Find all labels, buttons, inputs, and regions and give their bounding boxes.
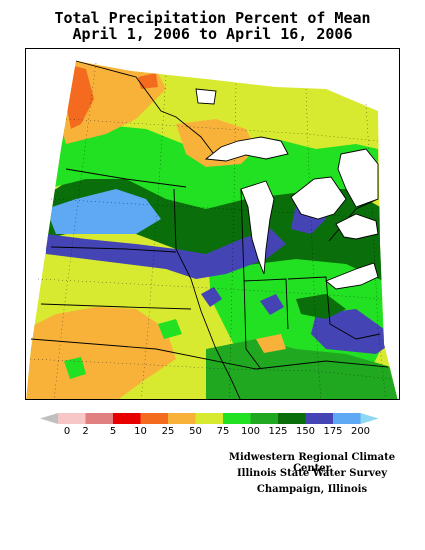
legend-tick-label: 2: [82, 426, 89, 437]
credit-line-3: Champaign, Illinois: [256, 484, 368, 495]
credit-line-2: Illinois State Water Survey: [236, 468, 388, 479]
legend-swatch-1: [58, 413, 86, 424]
field-orange-red-patch: [138, 73, 158, 89]
legend-tick-label: 200: [350, 426, 371, 437]
legend-tick-label: 0: [63, 426, 71, 437]
field-light-blue-band: [46, 189, 161, 234]
legend-tick-label: 5: [109, 426, 117, 437]
field-blue-purple-spot-2: [260, 294, 284, 315]
legend-swatch-9: [278, 413, 306, 424]
field-orange-sw: [26, 307, 176, 399]
legend-swatch-0: [40, 413, 58, 424]
legend-swatch-8: [250, 413, 278, 424]
field-green-sw-spot: [64, 357, 86, 379]
legend-tick-label: 75: [216, 426, 230, 437]
credit-line-1: Midwestern Regional Climate Center: [228, 452, 396, 474]
field-med-green-south: [206, 339, 398, 399]
coastlines: [195, 88, 379, 290]
field-blue-purple-spot-1: [201, 287, 222, 307]
legend-swatch-7: [223, 413, 251, 424]
state-borders: [30, 60, 389, 399]
legend-tick-label: 50: [189, 426, 202, 437]
legend-swatch-5: [168, 413, 196, 424]
legend-tick-label: 100: [240, 426, 261, 437]
legend-tick-label: 10: [134, 426, 147, 437]
legend-tick-label: 25: [161, 426, 175, 437]
legend-swatch-2: [85, 413, 113, 424]
legend-swatch-10: [305, 413, 333, 424]
field-dark-green-se: [296, 294, 346, 319]
map-title-line-1: Total Precipitation Percent of Mean: [54, 9, 371, 27]
legend-swatch-4: [140, 413, 168, 424]
legend-swatch-11: [333, 413, 361, 424]
legend-swatch-6: [195, 413, 223, 424]
legend-swatch-12: [360, 413, 379, 424]
field-orange-south-spot: [256, 334, 286, 353]
legend-tick-label: 125: [268, 426, 288, 437]
legend-colorbar: [40, 413, 379, 424]
map-title-line-2: April 1, 2006 to April 16, 2006: [72, 25, 353, 43]
legend-tick-label: 175: [323, 426, 343, 437]
legend-swatch-3: [113, 413, 141, 424]
field-green-upper: [46, 124, 378, 209]
field-orange-red-nw: [66, 64, 94, 129]
field-blue-purple-band: [46, 229, 286, 279]
field-green-mid-spot: [158, 319, 182, 339]
field-blue-purple-se: [311, 309, 398, 354]
legend-tick-label: 150: [295, 426, 316, 437]
precipitation-map: [25, 48, 400, 400]
